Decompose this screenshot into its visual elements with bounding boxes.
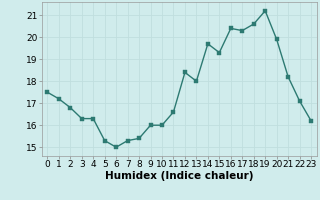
X-axis label: Humidex (Indice chaleur): Humidex (Indice chaleur) xyxy=(105,171,253,181)
